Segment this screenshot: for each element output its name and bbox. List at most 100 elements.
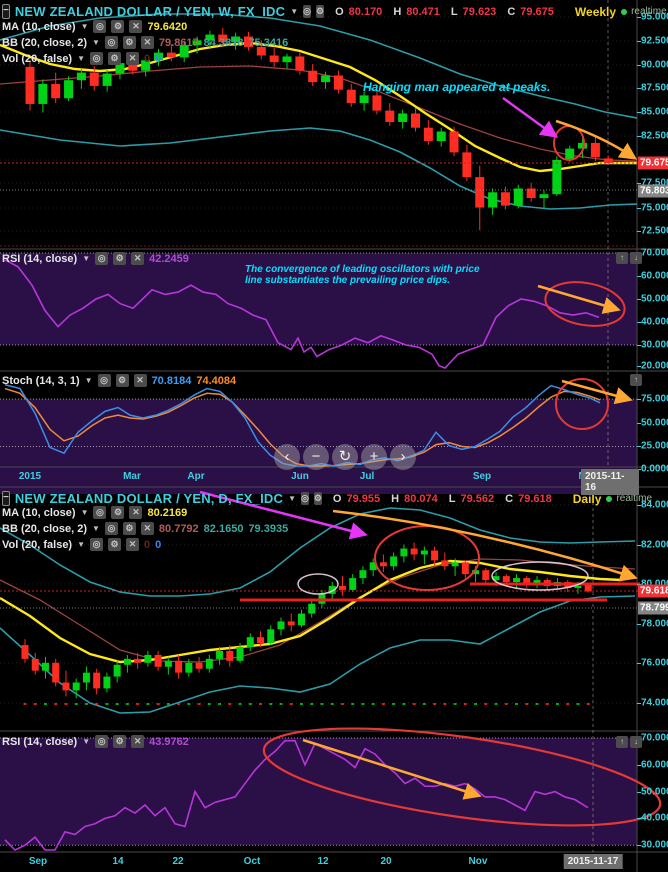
candle-body (82, 672, 90, 683)
panel-down-button[interactable]: ↓ (630, 252, 642, 264)
candle-body (488, 192, 498, 208)
price-axis-label: 70.000 (641, 732, 668, 744)
nav-reset-button[interactable]: ↻ (332, 444, 358, 470)
nav-forward-button[interactable]: › (390, 444, 416, 470)
chevron-down-icon[interactable]: ▼ (80, 508, 89, 517)
bb-label[interactable]: BB (20, close, 2) (2, 522, 87, 535)
daily-ma-row: MA (10, close) ▼ ◎ ⚙ ✕ 80.2169 (2, 506, 187, 519)
collapse-icon[interactable]: − (2, 491, 10, 506)
gear-icon[interactable]: ⚙ (122, 522, 136, 535)
bb-label[interactable]: BB (20, close, 2) (2, 36, 87, 49)
weekly-magenta-arrow (502, 96, 559, 138)
close-icon[interactable]: ✕ (133, 374, 147, 387)
volume-tick (504, 703, 508, 705)
candle-body (72, 682, 80, 691)
price-axis-label: 50.000 (641, 293, 668, 305)
stoch-k-value: 70.8184 (151, 374, 192, 387)
chevron-down-icon[interactable]: ▼ (80, 22, 89, 31)
gear-icon[interactable]: ⚙ (316, 5, 325, 18)
close-icon[interactable]: ✕ (140, 522, 154, 535)
close-icon[interactable]: ✕ (129, 20, 143, 33)
panel-up-button[interactable]: ↑ (616, 736, 628, 748)
nav-zoom-out-button[interactable]: − (303, 444, 329, 470)
gear-icon[interactable]: ⚙ (122, 36, 136, 49)
bb-lower-line (0, 595, 636, 714)
rsi-label[interactable]: RSI (14, close) (2, 252, 78, 265)
price-axis-label: 30.000 (641, 339, 668, 351)
candle-body (226, 650, 234, 661)
daily-gray-price-badge: 78.799 (638, 601, 668, 615)
weekly-symbol-title[interactable]: NEW ZEALAND DOLLAR / YEN, W, FX_IDC (14, 4, 286, 19)
gear-icon[interactable]: ⚙ (113, 252, 127, 265)
candle-body (179, 45, 189, 58)
daily-symbol-title[interactable]: NEW ZEALAND DOLLAR / YEN, D, FX_IDC (14, 491, 284, 506)
chevron-down-icon[interactable]: ▼ (290, 7, 299, 16)
gear-icon[interactable]: ⚙ (111, 506, 125, 519)
collapse-icon[interactable]: − (2, 4, 10, 19)
close-icon[interactable]: ✕ (126, 52, 140, 65)
candle-body (411, 113, 420, 128)
candle-body (297, 613, 305, 626)
gear-icon[interactable]: ⚙ (313, 492, 322, 505)
chevron-down-icon[interactable]: ▼ (77, 540, 86, 549)
panel-down-button[interactable]: ↓ (630, 736, 642, 748)
panel-up-button[interactable]: ↑ (616, 252, 628, 264)
eye-icon[interactable]: ◎ (104, 36, 118, 49)
gear-icon[interactable]: ⚙ (111, 20, 125, 33)
panel-up-button[interactable]: ↑ (630, 374, 642, 386)
ma-label[interactable]: MA (10, close) (2, 20, 76, 33)
eye-icon[interactable]: ◎ (303, 5, 312, 18)
candle-body (308, 70, 318, 83)
close-icon[interactable]: ✕ (131, 735, 145, 748)
candle-body (308, 603, 316, 614)
eye-icon[interactable]: ◎ (90, 538, 104, 551)
nav-back-button[interactable]: ‹ (274, 444, 300, 470)
axis-tick (637, 399, 641, 400)
volume-tick (463, 703, 467, 705)
rsi-label[interactable]: RSI (14, close) (2, 735, 78, 748)
ma-label[interactable]: MA (10, close) (2, 506, 76, 519)
nav-zoom-in-button[interactable]: + (361, 444, 387, 470)
chevron-down-icon[interactable]: ▼ (82, 737, 91, 746)
price-axis-label: 95.000 (641, 11, 668, 23)
eye-icon[interactable]: ◎ (93, 506, 107, 519)
candle-body (51, 84, 61, 99)
open-value: 79.955 (346, 492, 381, 505)
candle-body (420, 550, 428, 555)
stoch-label[interactable]: Stoch (14, 3, 1) (2, 374, 80, 387)
chevron-down-icon[interactable]: ▼ (84, 376, 93, 385)
axis-tick (637, 231, 641, 232)
gear-icon[interactable]: ⚙ (108, 538, 122, 551)
eye-icon[interactable]: ◎ (95, 735, 109, 748)
chevron-down-icon[interactable]: ▼ (288, 494, 296, 503)
vol-label[interactable]: Vol (20, false) (2, 52, 73, 65)
close-icon[interactable]: ✕ (126, 538, 140, 551)
gear-icon[interactable]: ⚙ (108, 52, 122, 65)
gear-icon[interactable]: ⚙ (115, 374, 129, 387)
volume-tick (340, 703, 344, 705)
eye-icon[interactable]: ◎ (93, 20, 107, 33)
vol-label[interactable]: Vol (20, false) (2, 538, 73, 551)
time-axis-label: Jul (359, 471, 375, 482)
close-label: C (507, 5, 516, 18)
chevron-down-icon[interactable]: ▼ (91, 524, 100, 533)
close-icon[interactable]: ✕ (131, 252, 145, 265)
axis-tick (637, 792, 641, 793)
chevron-down-icon[interactable]: ▼ (77, 54, 86, 63)
chevron-down-icon[interactable]: ▼ (91, 38, 100, 47)
eye-icon[interactable]: ◎ (300, 492, 309, 505)
eye-icon[interactable]: ◎ (104, 522, 118, 535)
eye-icon[interactable]: ◎ (95, 252, 109, 265)
annotation-line-1: The convergence of leading oscillators w… (245, 264, 480, 275)
close-icon[interactable]: ✕ (140, 36, 154, 49)
price-axis-label: 74.000 (641, 697, 668, 709)
close-icon[interactable]: ✕ (129, 506, 143, 519)
gear-icon[interactable]: ⚙ (113, 735, 127, 748)
stoch-k-line (4, 384, 601, 467)
axis-tick (637, 322, 641, 323)
candle-body (231, 36, 241, 43)
chevron-down-icon[interactable]: ▼ (82, 254, 91, 263)
eye-icon[interactable]: ◎ (97, 374, 111, 387)
eye-icon[interactable]: ◎ (90, 52, 104, 65)
